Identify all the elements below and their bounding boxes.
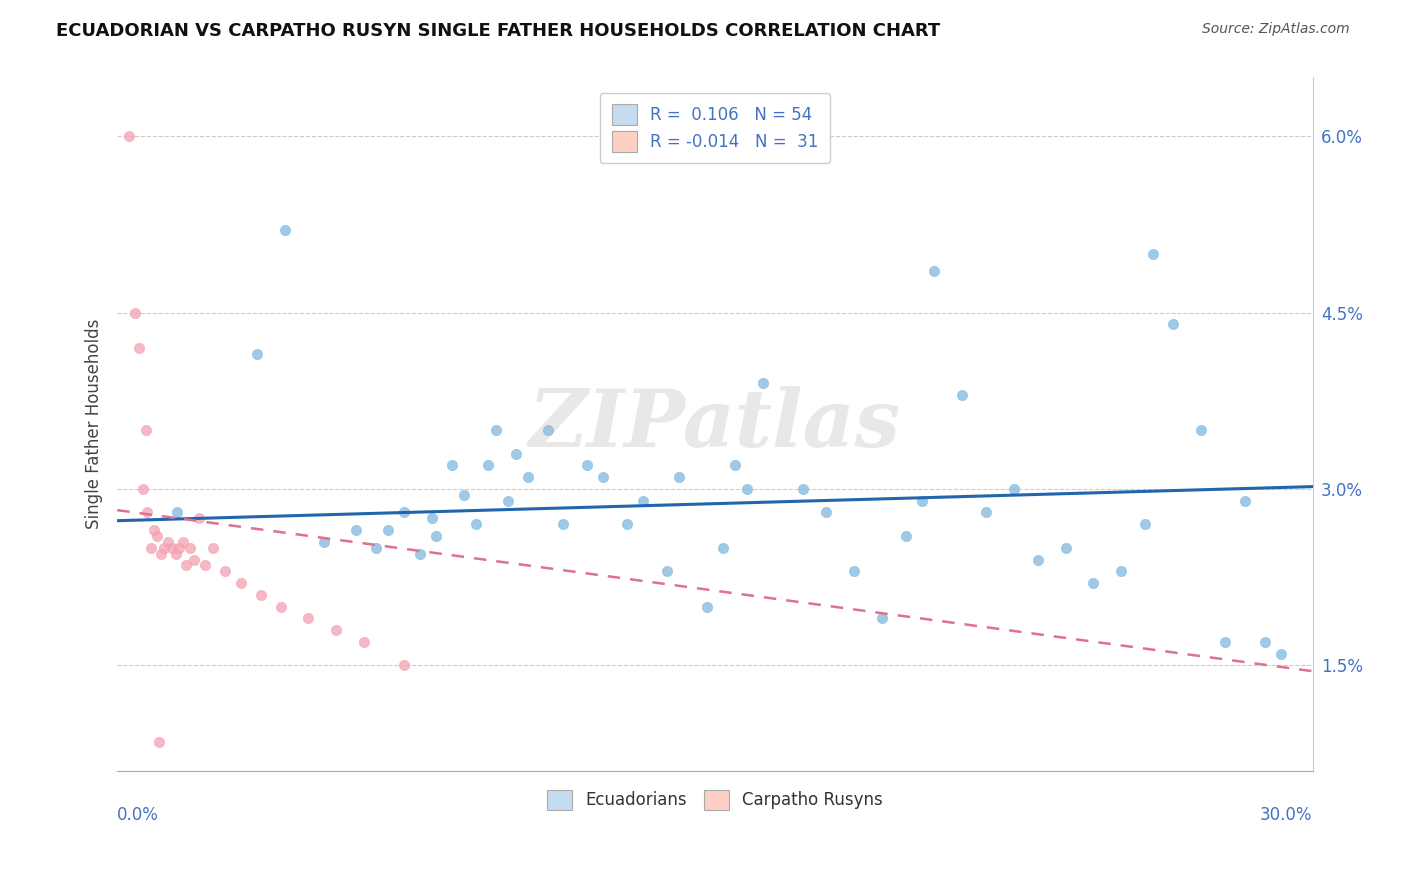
Point	[453, 488, 475, 502]
Point	[1213, 635, 1236, 649]
Point	[1002, 482, 1025, 496]
Point	[516, 470, 538, 484]
Point	[353, 635, 375, 649]
Point	[1254, 635, 1277, 649]
Point	[576, 458, 599, 473]
Point	[1270, 647, 1292, 661]
Point	[724, 458, 747, 473]
Point	[485, 423, 508, 437]
Point	[592, 470, 614, 484]
Point	[153, 541, 176, 555]
Point	[314, 534, 336, 549]
Point	[124, 305, 146, 319]
Point	[167, 541, 190, 555]
Point	[1083, 576, 1105, 591]
Legend: Ecuadorians, Carpatho Rusyns: Ecuadorians, Carpatho Rusyns	[538, 781, 891, 818]
Point	[1054, 541, 1077, 555]
Point	[157, 534, 180, 549]
Point	[815, 506, 838, 520]
Point	[792, 482, 814, 496]
Point	[616, 517, 638, 532]
Point	[1142, 247, 1164, 261]
Point	[148, 735, 170, 749]
Point	[183, 552, 205, 566]
Point	[553, 517, 575, 532]
Point	[142, 523, 165, 537]
Point	[751, 376, 773, 391]
Point	[128, 341, 150, 355]
Point	[325, 623, 347, 637]
Point	[536, 423, 558, 437]
Point	[135, 423, 157, 437]
Point	[425, 529, 447, 543]
Point	[1135, 517, 1157, 532]
Text: Source: ZipAtlas.com: Source: ZipAtlas.com	[1202, 22, 1350, 37]
Point	[344, 523, 367, 537]
Point	[631, 493, 654, 508]
Point	[505, 447, 527, 461]
Point	[440, 458, 463, 473]
Point	[118, 129, 141, 144]
Text: 0.0%: 0.0%	[117, 805, 159, 824]
Point	[911, 493, 934, 508]
Point	[172, 534, 194, 549]
Point	[179, 541, 201, 555]
Point	[273, 223, 295, 237]
Point	[246, 347, 269, 361]
Point	[1026, 552, 1049, 566]
Point	[1189, 423, 1212, 437]
Point	[922, 264, 945, 278]
Point	[392, 658, 415, 673]
Point	[696, 599, 718, 614]
Point	[420, 511, 443, 525]
Point	[974, 506, 997, 520]
Point	[735, 482, 758, 496]
Point	[187, 511, 209, 525]
Point	[160, 541, 183, 555]
Point	[174, 558, 197, 573]
Point	[409, 547, 432, 561]
Point	[165, 547, 187, 561]
Point	[1233, 493, 1256, 508]
Point	[136, 506, 159, 520]
Point	[477, 458, 499, 473]
Point	[214, 564, 236, 578]
Point	[950, 388, 973, 402]
Point	[392, 506, 415, 520]
Point	[132, 482, 155, 496]
Point	[229, 576, 252, 591]
Y-axis label: Single Father Households: Single Father Households	[86, 319, 103, 530]
Point	[655, 564, 678, 578]
Point	[1161, 318, 1184, 332]
Point	[139, 541, 162, 555]
Point	[297, 611, 319, 625]
Point	[146, 529, 169, 543]
Point	[496, 493, 519, 508]
Point	[464, 517, 486, 532]
Point	[870, 611, 893, 625]
Point	[194, 558, 217, 573]
Point	[1111, 564, 1133, 578]
Point	[249, 588, 271, 602]
Point	[894, 529, 917, 543]
Point	[270, 599, 292, 614]
Point	[844, 564, 866, 578]
Text: 30.0%: 30.0%	[1260, 805, 1313, 824]
Text: ECUADORIAN VS CARPATHO RUSYN SINGLE FATHER HOUSEHOLDS CORRELATION CHART: ECUADORIAN VS CARPATHO RUSYN SINGLE FATH…	[56, 22, 941, 40]
Point	[201, 541, 224, 555]
Point	[711, 541, 734, 555]
Point	[668, 470, 690, 484]
Point	[377, 523, 399, 537]
Point	[366, 541, 388, 555]
Point	[150, 547, 173, 561]
Point	[166, 506, 188, 520]
Text: ZIPatlas: ZIPatlas	[529, 385, 901, 463]
